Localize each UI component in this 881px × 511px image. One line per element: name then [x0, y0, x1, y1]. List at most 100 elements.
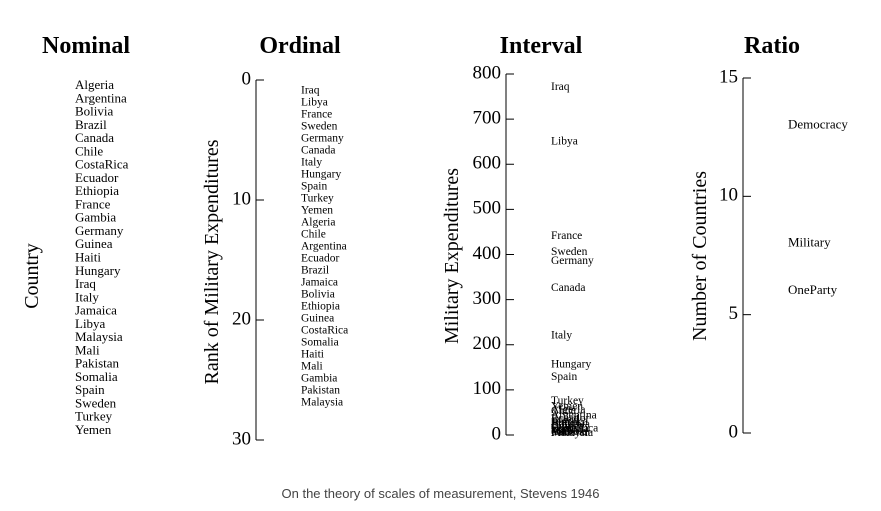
ordinal-country-label: Chile	[301, 229, 326, 241]
ordinal-country-label: Iraq	[301, 85, 320, 97]
interval-tick-label: 800	[473, 62, 502, 83]
interval-point-label: Haiti	[551, 424, 574, 436]
ratio-point-label: OneParty	[788, 282, 838, 297]
ordinal-country-label: Gambia	[301, 373, 337, 385]
ordinal-country-list: IraqLibyaFranceSwedenGermanyCanadaItalyH…	[301, 85, 348, 409]
nominal-country-label: Iraq	[75, 276, 96, 291]
interval-title: Interval	[500, 33, 583, 59]
nominal-country-label: Bolivia	[75, 104, 114, 119]
interval-point-label: Chile	[551, 405, 576, 417]
nominal-country-label: Gambia	[75, 210, 116, 225]
nominal-country-label: Argentina	[75, 90, 127, 105]
interval-point-label: Yemen	[551, 401, 583, 413]
interval-point-label: Ecuador	[551, 412, 589, 424]
interval-point-label: Algeria	[551, 404, 585, 416]
ordinal-country-label: Canada	[301, 145, 335, 157]
ordinal-country-label: Bolivia	[301, 289, 335, 301]
ordinal-axis-label: Rank of Military Expenditures	[201, 139, 223, 384]
ordinal-country-label: Jamaica	[301, 277, 338, 289]
interval-point-label: Malaysia	[551, 427, 593, 439]
interval-axis: 0 100 200 300 400 500 600 700 800	[473, 62, 514, 444]
interval-point-label: Brazil	[551, 414, 579, 426]
ordinal-country-label: Brazil	[301, 265, 329, 277]
interval-point-label: Ethiopia	[551, 419, 590, 431]
ordinal-country-label: Ethiopia	[301, 301, 340, 313]
interval-point-label: Germany	[551, 255, 594, 267]
interval-point-label: Libya	[551, 135, 578, 147]
nominal-country-label: Sweden	[75, 395, 117, 410]
ratio-title: Ratio	[744, 33, 800, 59]
nominal-axis-label: Country	[21, 243, 43, 309]
nominal-country-label: Pakistan	[75, 356, 120, 371]
ratio-point-labels: Democracy Military OneParty	[788, 116, 848, 297]
interval-point-label: Iraq	[551, 81, 570, 93]
interval-tick-label: 600	[473, 153, 502, 174]
scales-of-measurement-figure: Nominal Ordinal Interval Ratio Country R…	[21, 33, 848, 449]
interval-point-label: Gambia	[551, 426, 587, 438]
nominal-country-label: CostaRica	[75, 157, 129, 172]
ordinal-country-label: Germany	[301, 133, 344, 145]
interval-point-label: France	[551, 230, 582, 242]
ratio-axis-label: Number of Countries	[689, 171, 711, 341]
interval-point-label: Turkey	[551, 395, 584, 407]
interval-point-label: CostaRica	[551, 422, 598, 434]
ratio-point-label: Democracy	[788, 116, 848, 131]
nominal-country-label: Malaysia	[75, 329, 123, 344]
interval-point-label: Mali	[551, 425, 573, 437]
nominal-country-label: Libya	[75, 316, 106, 331]
ordinal-title: Ordinal	[259, 33, 341, 59]
ordinal-tick-label: 30	[232, 428, 251, 449]
ratio-point-label: Military	[788, 235, 831, 250]
interval-point-label: Pakistan	[551, 426, 590, 438]
ratio-tick-label: 10	[719, 185, 738, 206]
ordinal-country-label: Turkey	[301, 193, 334, 205]
nominal-country-label: Mali	[75, 342, 100, 357]
nominal-country-label: Italy	[75, 289, 99, 304]
ordinal-axis: 0 10 20 30	[232, 68, 264, 449]
ratio-axis: 0 5 10 15	[719, 66, 751, 442]
nominal-country-label: Algeria	[75, 77, 114, 92]
ordinal-tick-label: 0	[242, 68, 252, 89]
interval-point-label: Somalia	[551, 423, 589, 435]
interval-tick-label: 700	[473, 107, 502, 128]
ratio-tick-label: 0	[729, 421, 739, 442]
nominal-country-label: Canada	[75, 130, 114, 145]
nominal-country-label: Ecuador	[75, 170, 119, 185]
ratio-tick-label: 5	[729, 303, 739, 324]
interval-point-label: Canada	[551, 282, 585, 294]
nominal-country-list: AlgeriaArgentinaBoliviaBrazilCanadaChile…	[75, 77, 129, 437]
ordinal-country-label: Haiti	[301, 349, 324, 361]
nominal-country-label: Chile	[75, 143, 103, 158]
ordinal-country-label: Hungary	[301, 169, 341, 181]
ordinal-country-label: Pakistan	[301, 385, 340, 397]
figure-caption: On the theory of scales of measurement, …	[281, 486, 600, 501]
interval-point-label: Italy	[551, 329, 572, 341]
nominal-country-label: Somalia	[75, 369, 118, 384]
ordinal-country-label: Mali	[301, 361, 323, 373]
nominal-country-label: Ethiopia	[75, 183, 119, 198]
interval-point-label: Spain	[551, 371, 577, 383]
ordinal-tick-label: 20	[232, 308, 251, 329]
nominal-country-label: Guinea	[75, 236, 113, 251]
interval-point-label: Sweden	[551, 246, 588, 258]
ordinal-country-label: Spain	[301, 181, 327, 193]
ordinal-country-label: Sweden	[301, 121, 338, 133]
ordinal-country-label: CostaRica	[301, 325, 348, 337]
ordinal-country-label: Italy	[301, 157, 322, 169]
interval-point-label: Bolivia	[551, 417, 585, 429]
ordinal-tick-label: 10	[232, 188, 251, 209]
interval-tick-label: 500	[473, 198, 502, 219]
ordinal-country-label: Argentina	[301, 241, 347, 253]
interval-tick-label: 0	[492, 423, 502, 444]
interval-tick-label: 100	[473, 378, 502, 399]
nominal-country-label: Haiti	[75, 249, 101, 264]
nominal-country-label: Brazil	[75, 117, 107, 132]
nominal-country-label: Spain	[75, 382, 105, 397]
interval-tick-label: 300	[473, 288, 502, 309]
ordinal-country-label: Yemen	[301, 205, 333, 217]
ratio-tick-label: 15	[719, 66, 738, 87]
nominal-country-label: Yemen	[75, 422, 112, 437]
ordinal-country-label: Somalia	[301, 337, 339, 349]
nominal-country-label: France	[75, 196, 111, 211]
